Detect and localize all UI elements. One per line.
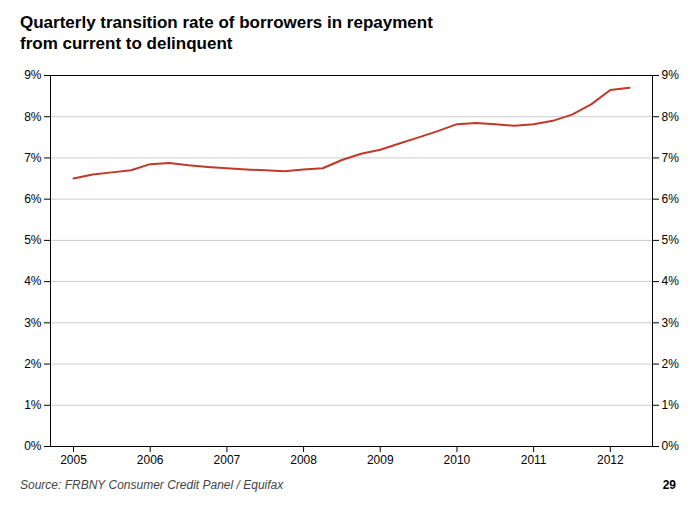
svg-text:3%: 3% <box>24 315 42 329</box>
svg-text:1%: 1% <box>24 398 42 412</box>
svg-text:3%: 3% <box>662 315 680 329</box>
svg-text:8%: 8% <box>24 109 42 123</box>
svg-text:0%: 0% <box>24 439 42 453</box>
svg-text:4%: 4% <box>662 274 680 288</box>
svg-text:0%: 0% <box>662 439 680 453</box>
svg-text:6%: 6% <box>662 192 680 206</box>
svg-text:2011: 2011 <box>521 453 547 467</box>
svg-text:2010: 2010 <box>444 453 471 467</box>
svg-text:6%: 6% <box>24 192 42 206</box>
svg-text:8%: 8% <box>662 109 680 123</box>
svg-text:5%: 5% <box>662 233 680 247</box>
svg-text:9%: 9% <box>662 68 680 82</box>
svg-text:7%: 7% <box>24 150 42 164</box>
svg-text:5%: 5% <box>24 233 42 247</box>
html-text:Quarterly transition rate of b: Quarterly transition rate of borrowers i… <box>20 13 433 54</box>
svg-text:1%: 1% <box>662 398 680 412</box>
svg-text:7%: 7% <box>662 150 680 164</box>
svg-text:2%: 2% <box>24 356 42 370</box>
svg-text:2006: 2006 <box>137 453 164 467</box>
svg-text:2009: 2009 <box>367 453 394 467</box>
html-text:Source: FRBNY Consumer Credit: Source: FRBNY Consumer Credit Panel / Eq… <box>20 477 284 492</box>
svg-text:9%: 9% <box>24 68 42 82</box>
svg-text:2005: 2005 <box>60 453 87 467</box>
svg-text:2%: 2% <box>662 356 680 370</box>
svg-text:2007: 2007 <box>214 453 241 467</box>
html-text:29: 29 <box>662 477 676 492</box>
svg-text:2008: 2008 <box>290 453 317 467</box>
svg-text:4%: 4% <box>24 274 42 288</box>
svg-text:2012: 2012 <box>597 453 624 467</box>
